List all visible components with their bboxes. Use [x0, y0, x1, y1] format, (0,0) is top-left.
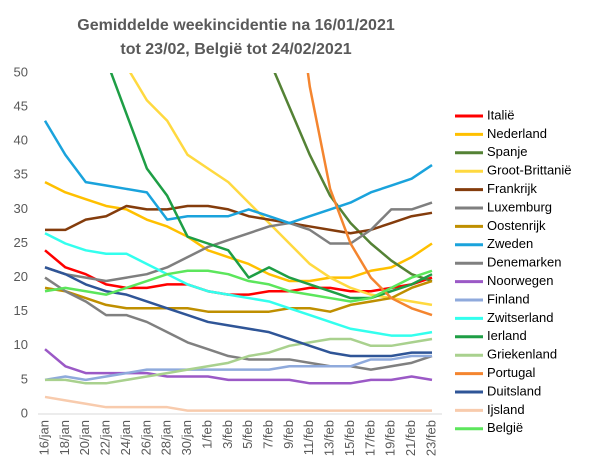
plot-area	[43, 73, 433, 412]
x-tick-label: 5/feb	[240, 420, 255, 449]
x-tick-label: 28/jan	[159, 420, 174, 455]
series-line	[44, 249, 433, 296]
x-tick-label: 9/feb	[281, 420, 296, 449]
legend-label: Zweden	[487, 236, 533, 251]
series-line	[44, 269, 433, 303]
series-line	[44, 201, 433, 283]
series-line	[45, 337, 433, 385]
y-tick-label: 20	[14, 269, 28, 284]
y-tick-label: 10	[14, 337, 28, 352]
legend-label: Ierland	[487, 328, 527, 343]
legend-label: Luxemburg	[487, 199, 552, 214]
legend-label: Oostenrijk	[487, 218, 546, 233]
legend-label: Noorwegen	[487, 273, 554, 288]
legend-label: Griekenland	[487, 347, 557, 362]
legend-label: Italië	[487, 107, 514, 122]
y-tick-label: 50	[14, 64, 28, 79]
x-tick-label: 21/feb	[403, 420, 418, 456]
series-line	[129, 73, 433, 307]
y-tick-label: 0	[21, 405, 28, 420]
series-line	[273, 73, 433, 283]
y-tick-label: 15	[14, 303, 28, 318]
series-line	[44, 279, 433, 313]
series-line	[44, 232, 433, 337]
x-tick-label: 11/feb	[301, 420, 316, 455]
y-tick-label: 45	[14, 99, 28, 114]
x-tick-label: 20/jan	[77, 420, 92, 455]
series-line	[44, 395, 432, 412]
legend-label: Denemarken	[487, 255, 561, 270]
y-tick-label: 40	[14, 133, 28, 148]
y-tick-label: 25	[14, 235, 28, 250]
legend-label: Nederland	[487, 126, 547, 141]
series-line	[306, 73, 433, 317]
legend-label: Duitsland	[487, 383, 541, 398]
series-line	[44, 266, 432, 358]
series-line	[45, 204, 433, 235]
chart-title: Gemiddelde weekincidentie na 16/01/2021	[77, 17, 395, 34]
x-tick-label: 13/feb	[322, 420, 337, 456]
legend-label: België	[487, 420, 523, 435]
legend-label: Portugal	[487, 365, 536, 380]
legend-label: Ijsland	[487, 402, 525, 417]
x-tick-label: 3/feb	[220, 420, 235, 449]
series-line	[43, 120, 433, 225]
series-line	[44, 276, 433, 371]
legend-label: Zwitserland	[487, 310, 553, 325]
x-tick-label: 22/jan	[98, 420, 113, 455]
series-line	[44, 181, 433, 283]
x-tick-label: 19/feb	[383, 420, 398, 456]
series-line	[44, 354, 432, 382]
legend-label: Finland	[487, 291, 530, 306]
y-tick-label: 30	[14, 201, 28, 216]
x-tick-label: 15/feb	[342, 420, 357, 456]
y-tick-label: 35	[14, 167, 28, 182]
x-tick-label: 17/feb	[362, 420, 377, 456]
legend-label: Frankrijk	[487, 181, 537, 196]
x-tick-label: 23/feb	[423, 420, 438, 456]
x-tick-label: 26/jan	[138, 420, 153, 455]
series-line	[44, 348, 433, 385]
x-tick-label: 16/jan	[36, 420, 51, 455]
x-tick-label: 7/feb	[260, 420, 275, 449]
x-tick-label: 1/feb	[199, 420, 214, 449]
x-tick-label: 30/jan	[179, 420, 194, 455]
y-tick-label: 5	[21, 371, 28, 386]
chart-title: tot 23/02, België tot 24/02/2021	[120, 41, 351, 58]
legend-label: Groot-Brittanië	[487, 163, 572, 178]
x-tick-label: 18/jan	[57, 420, 72, 455]
x-tick-label: 24/jan	[118, 420, 133, 455]
legend-label: Spanje	[487, 144, 527, 159]
